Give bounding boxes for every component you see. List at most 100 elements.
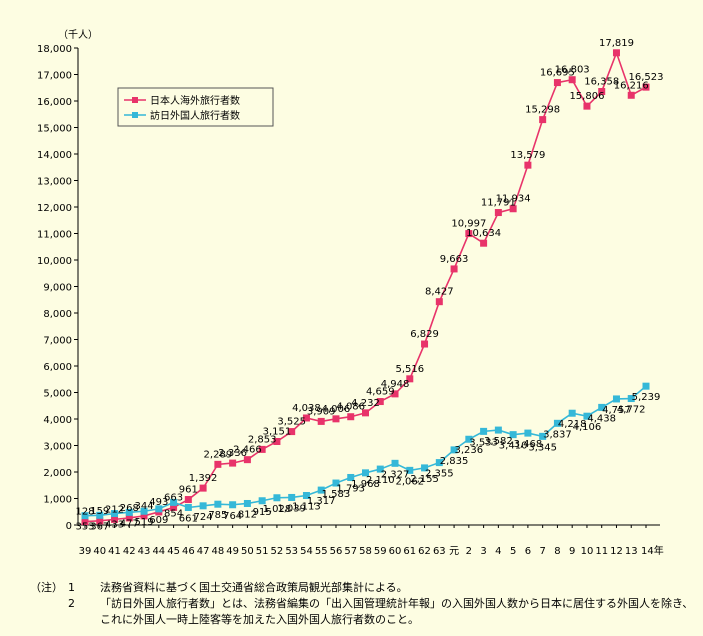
data-label: 4,757 — [602, 405, 631, 416]
data-point — [553, 79, 561, 87]
x-tick-label: 54 — [300, 546, 313, 557]
x-tick-label: 8 — [554, 546, 560, 557]
data-label: 16,216 — [614, 80, 649, 91]
data-label: 11,791 — [481, 198, 516, 209]
x-tick-label: 48 — [212, 546, 225, 557]
data-point — [184, 503, 192, 511]
data-label: 433 — [105, 520, 124, 531]
x-tick-label: 47 — [197, 546, 210, 557]
data-point — [140, 512, 148, 520]
data-labels: 1281592122683444936639611,3922,2892,3362… — [75, 38, 663, 533]
data-point — [627, 395, 635, 403]
data-label: 5,516 — [395, 364, 424, 375]
note-1: （注） 1 法務省資料に基づく国土交通省総合政策局観光部集計による。 — [30, 580, 700, 596]
data-label: 3,345 — [528, 442, 557, 453]
data-point — [583, 412, 591, 420]
x-tick-label: 14年 — [641, 544, 664, 557]
data-label: 961 — [179, 485, 198, 496]
data-point — [480, 427, 488, 435]
x-tick-label: 5 — [510, 546, 516, 557]
data-point — [140, 507, 148, 515]
data-label: 3,410 — [499, 441, 528, 452]
data-label: 4,086 — [336, 402, 365, 413]
data-label: 915 — [253, 507, 272, 518]
data-label: 353 — [75, 522, 94, 533]
data-label: 609 — [149, 515, 168, 526]
data-point — [125, 508, 133, 516]
data-label: 4,038 — [292, 403, 321, 414]
data-label: 15,298 — [525, 105, 560, 116]
y-tick-label: 12,000 — [37, 203, 72, 214]
note-number: 2 — [68, 597, 75, 610]
data-label: 159 — [90, 506, 109, 517]
data-point — [612, 49, 620, 57]
data-point — [421, 464, 429, 472]
data-label: 2,853 — [248, 434, 277, 445]
x-tick-label: 53 — [285, 546, 298, 557]
y-tick-label: 17,000 — [37, 71, 72, 82]
data-point — [258, 445, 266, 453]
data-label: 2,062 — [395, 476, 424, 487]
y-tick-label: 7,000 — [43, 336, 72, 347]
data-point — [347, 413, 355, 421]
x-tick-label: 40 — [93, 546, 106, 557]
legend-marker-foreign — [132, 112, 138, 118]
data-label: 2,835 — [440, 456, 469, 467]
series-layer — [81, 49, 650, 526]
data-point — [465, 435, 473, 443]
data-point — [288, 493, 296, 501]
data-point — [568, 409, 576, 417]
y-tick-label: 2,000 — [43, 468, 72, 479]
data-label: 4,948 — [381, 379, 410, 390]
data-point — [583, 102, 591, 110]
data-label: 4,438 — [587, 413, 616, 424]
data-point — [524, 161, 532, 169]
data-label: 4,659 — [366, 387, 395, 398]
y-tick-label: 9,000 — [43, 283, 72, 294]
x-tick-label: 4 — [495, 546, 501, 557]
x-tick-label: 62 — [418, 546, 431, 557]
x-tick-label: 44 — [152, 546, 165, 557]
data-label: 661 — [179, 513, 198, 524]
data-point — [421, 340, 429, 348]
y-tick-label: 4,000 — [43, 415, 72, 426]
data-label: 344 — [135, 501, 154, 512]
y-tick-label: 1,000 — [43, 495, 72, 506]
data-label: 16,358 — [584, 77, 619, 88]
data-label: 3,151 — [263, 426, 292, 437]
data-label: 367 — [90, 521, 109, 532]
data-point — [273, 494, 281, 502]
data-point — [111, 515, 119, 523]
data-label: 16,803 — [555, 65, 590, 76]
x-tick-label: 61 — [403, 546, 416, 557]
x-tick-label: 元 — [449, 546, 459, 557]
data-point — [598, 403, 606, 411]
notes: （注） 1 法務省資料に基づく国土交通省総合政策局観光部集計による。 2 「訪日… — [30, 580, 700, 628]
x-tick-label: 9 — [569, 546, 575, 557]
x-tick-label: 55 — [315, 546, 328, 557]
y-tick-label: 10,000 — [37, 256, 72, 267]
data-point — [509, 205, 517, 213]
y-tick-label: 0 — [66, 521, 72, 532]
data-point — [612, 395, 620, 403]
data-label: 10,634 — [466, 228, 501, 239]
x-tick-label: 10 — [581, 546, 594, 557]
data-point — [111, 510, 119, 518]
data-point — [96, 517, 104, 525]
data-label: 10,997 — [451, 219, 486, 230]
data-point — [450, 265, 458, 273]
data-label: 1,028 — [263, 504, 292, 515]
data-point — [524, 429, 532, 437]
x-tick-label: 42 — [123, 546, 136, 557]
data-label: 1,793 — [336, 483, 365, 494]
data-point — [155, 505, 163, 513]
data-label: 4,106 — [573, 422, 602, 433]
data-label: 11,934 — [496, 194, 531, 205]
x-tick-label: 43 — [138, 546, 151, 557]
data-label: 16,695 — [540, 68, 575, 79]
data-label: 2,466 — [233, 445, 262, 456]
data-label: 1,039 — [277, 503, 306, 514]
data-label: 8,427 — [425, 287, 454, 298]
note-text: 「訪日外国人旅行者数」とは、法務省編集の「出入国管理統計年報」の入国外国人数から… — [100, 597, 694, 626]
x-tick-label: 11 — [595, 546, 608, 557]
